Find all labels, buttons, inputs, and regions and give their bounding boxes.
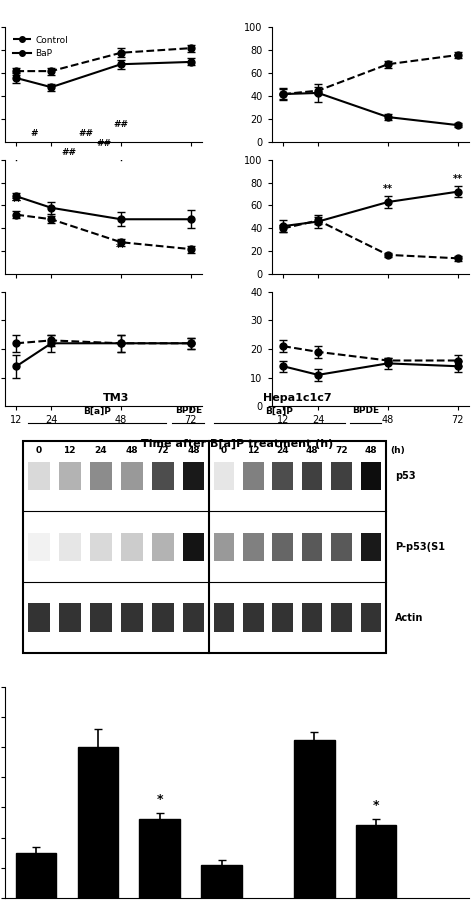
Text: (h): (h) [390,446,405,455]
Text: 0: 0 [221,446,227,455]
Text: *: * [188,249,193,259]
Bar [361,462,381,490]
Text: 48: 48 [365,446,377,455]
Text: BPDE: BPDE [174,407,202,416]
Bar [243,462,264,490]
Bar [331,532,352,561]
Bar [28,532,50,561]
Legend: Control, BaP: Control, BaP [9,32,72,61]
Bar [90,462,111,490]
Bar [59,462,81,490]
Text: ##: ## [79,129,94,138]
Text: Actin: Actin [395,613,423,623]
Text: Hepa1c1c7: Hepa1c1c7 [263,393,332,403]
Bar [331,604,352,632]
Bar [183,462,204,490]
Text: **: ** [383,184,393,194]
Text: 12: 12 [64,446,76,455]
Text: 24: 24 [94,446,107,455]
Text: 24: 24 [276,446,289,455]
Text: ##: ## [61,147,76,157]
Bar [183,604,204,632]
Bar [121,604,143,632]
Bar [23,441,386,653]
Bar [273,532,293,561]
Bar [121,532,143,561]
Bar [302,604,322,632]
Bar [273,462,293,490]
Text: 12: 12 [247,446,259,455]
Text: ##: ## [113,120,128,129]
Bar [361,532,381,561]
Bar [90,532,111,561]
Bar [28,462,50,490]
Bar [139,820,180,898]
Bar [243,604,264,632]
Text: **: ** [453,174,463,183]
Text: TM3: TM3 [103,393,129,403]
Text: B[a]P: B[a]P [265,407,293,416]
Text: *: * [156,793,163,806]
Text: 0: 0 [36,446,42,455]
Bar [273,604,293,632]
Bar [78,747,118,898]
Text: 72: 72 [156,446,169,455]
Text: #: # [30,129,37,138]
Bar [152,462,173,490]
Text: **: ** [11,197,21,207]
Text: p53: p53 [395,471,416,481]
Bar [16,853,56,898]
Bar [214,462,234,490]
Bar [152,604,173,632]
Bar [361,604,381,632]
Text: B[a]P: B[a]P [83,407,111,416]
Bar [59,604,81,632]
Bar [302,462,322,490]
Text: **: ** [116,243,126,253]
Text: 48: 48 [187,446,200,455]
Bar [302,532,322,561]
Bar [201,865,242,898]
Text: 48: 48 [126,446,138,455]
Bar [214,532,234,561]
Text: *: * [373,799,380,812]
Bar [356,825,396,898]
Bar [294,740,335,898]
Bar [121,462,143,490]
Text: Time after B[a]P treatment (h): Time after B[a]P treatment (h) [141,439,333,450]
Bar [183,532,204,561]
Bar [152,532,173,561]
Text: 48: 48 [306,446,319,455]
Bar [59,532,81,561]
Text: 72: 72 [335,446,348,455]
Bar [28,604,50,632]
Bar [214,604,234,632]
Text: BPDE: BPDE [352,407,379,416]
Text: P-p53(S1: P-p53(S1 [395,541,445,551]
Bar [90,604,111,632]
Bar [243,532,264,561]
Text: ##: ## [96,138,111,147]
Bar [331,462,352,490]
